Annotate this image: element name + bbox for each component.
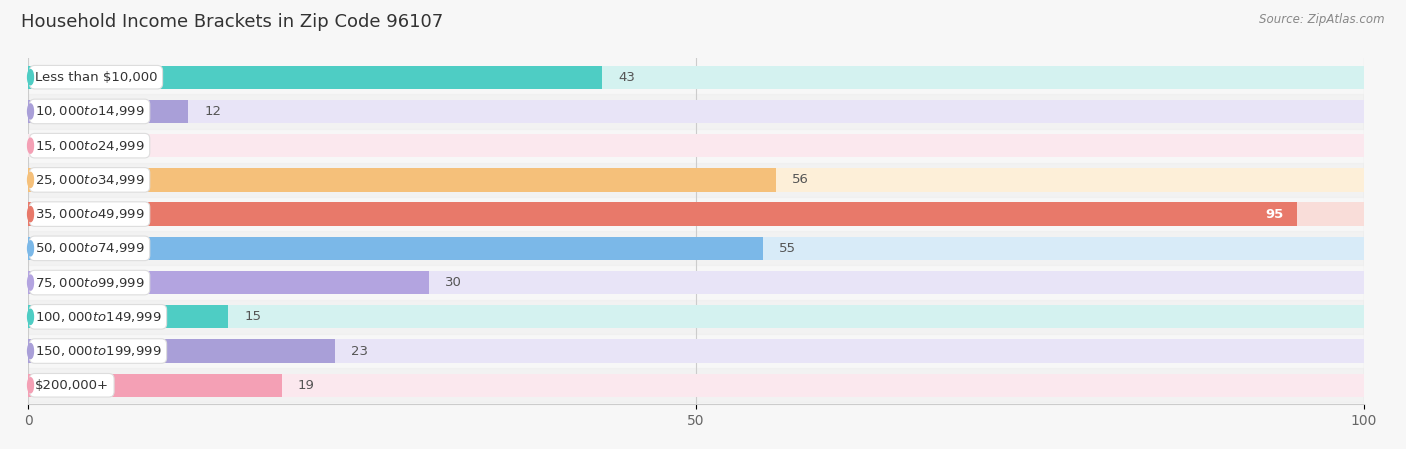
Bar bbox=[28, 299, 1364, 334]
Bar bbox=[28, 339, 1364, 363]
Bar bbox=[28, 202, 1298, 226]
Circle shape bbox=[28, 275, 34, 290]
Bar bbox=[28, 374, 281, 397]
Text: 95: 95 bbox=[1265, 207, 1284, 220]
Circle shape bbox=[28, 70, 34, 85]
Text: 30: 30 bbox=[444, 276, 461, 289]
Circle shape bbox=[28, 378, 34, 393]
Bar bbox=[28, 202, 1364, 226]
Bar bbox=[28, 100, 1364, 123]
Bar bbox=[28, 163, 1364, 197]
Bar bbox=[28, 168, 776, 192]
Bar bbox=[28, 66, 603, 89]
Text: $35,000 to $49,999: $35,000 to $49,999 bbox=[35, 207, 145, 221]
Text: $150,000 to $199,999: $150,000 to $199,999 bbox=[35, 344, 162, 358]
Text: Less than $10,000: Less than $10,000 bbox=[35, 70, 157, 84]
Bar bbox=[28, 368, 1364, 402]
Bar bbox=[28, 271, 1364, 294]
Bar bbox=[28, 100, 188, 123]
Bar bbox=[28, 237, 1364, 260]
Text: $200,000+: $200,000+ bbox=[35, 379, 108, 392]
Bar bbox=[28, 231, 1364, 265]
Text: Source: ZipAtlas.com: Source: ZipAtlas.com bbox=[1260, 13, 1385, 26]
Circle shape bbox=[28, 309, 34, 324]
Text: Household Income Brackets in Zip Code 96107: Household Income Brackets in Zip Code 96… bbox=[21, 13, 443, 31]
Circle shape bbox=[28, 172, 34, 187]
Bar bbox=[28, 305, 1364, 329]
Text: 55: 55 bbox=[779, 242, 796, 255]
Circle shape bbox=[28, 207, 34, 222]
Circle shape bbox=[28, 241, 34, 256]
Text: $100,000 to $149,999: $100,000 to $149,999 bbox=[35, 310, 162, 324]
Bar bbox=[28, 66, 1364, 89]
Bar bbox=[28, 271, 429, 294]
Text: 15: 15 bbox=[245, 310, 262, 323]
Bar bbox=[28, 134, 1364, 157]
Bar bbox=[28, 237, 763, 260]
Text: 43: 43 bbox=[619, 70, 636, 84]
Text: $15,000 to $24,999: $15,000 to $24,999 bbox=[35, 139, 145, 153]
Text: $10,000 to $14,999: $10,000 to $14,999 bbox=[35, 105, 145, 119]
Bar bbox=[28, 94, 1364, 128]
Bar bbox=[28, 168, 1364, 192]
Bar bbox=[28, 305, 229, 329]
Text: $75,000 to $99,999: $75,000 to $99,999 bbox=[35, 276, 145, 290]
Circle shape bbox=[28, 343, 34, 359]
Text: $50,000 to $74,999: $50,000 to $74,999 bbox=[35, 242, 145, 255]
Text: 23: 23 bbox=[352, 344, 368, 357]
Bar bbox=[28, 374, 1364, 397]
Text: 19: 19 bbox=[298, 379, 315, 392]
Text: $25,000 to $34,999: $25,000 to $34,999 bbox=[35, 173, 145, 187]
Text: 0: 0 bbox=[48, 139, 56, 152]
Circle shape bbox=[28, 138, 34, 153]
Text: 56: 56 bbox=[792, 173, 808, 186]
Bar bbox=[28, 339, 336, 363]
Circle shape bbox=[28, 104, 34, 119]
Text: 12: 12 bbox=[204, 105, 221, 118]
